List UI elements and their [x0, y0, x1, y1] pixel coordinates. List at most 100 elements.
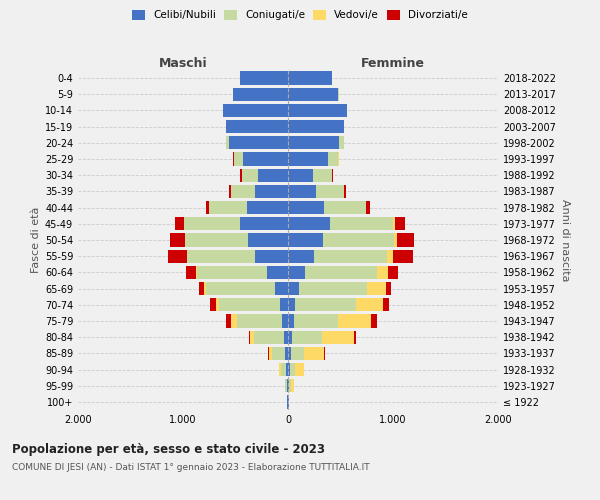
- Text: Popolazione per età, sesso e stato civile - 2023: Popolazione per età, sesso e stato civil…: [12, 442, 325, 456]
- Bar: [242, 168, 257, 182]
- Bar: [282, 314, 288, 328]
- Bar: [288, 217, 330, 230]
- Bar: [243, 152, 288, 166]
- Bar: [289, 379, 290, 392]
- Bar: [281, 363, 286, 376]
- Bar: [219, 298, 280, 312]
- Bar: [323, 234, 394, 246]
- Bar: [328, 152, 338, 166]
- Bar: [250, 330, 254, 344]
- Bar: [288, 120, 344, 134]
- Bar: [226, 136, 229, 149]
- Bar: [377, 266, 388, 279]
- Text: Femmine: Femmine: [361, 57, 425, 70]
- Bar: [215, 298, 218, 312]
- Bar: [248, 330, 250, 344]
- Bar: [288, 330, 292, 344]
- Text: Maschi: Maschi: [158, 57, 208, 70]
- Bar: [393, 217, 395, 230]
- Bar: [223, 104, 288, 117]
- Bar: [269, 346, 272, 360]
- Bar: [288, 168, 313, 182]
- Legend: Celibi/Nubili, Coniugati/e, Vedovi/e, Divorziati/e: Celibi/Nubili, Coniugati/e, Vedovi/e, Di…: [132, 10, 468, 20]
- Bar: [294, 314, 338, 328]
- Bar: [240, 217, 288, 230]
- Bar: [235, 152, 243, 166]
- Bar: [288, 282, 299, 295]
- Bar: [248, 234, 288, 246]
- Bar: [186, 266, 196, 279]
- Bar: [290, 346, 304, 360]
- Bar: [295, 363, 304, 376]
- Bar: [288, 185, 316, 198]
- Bar: [383, 298, 389, 312]
- Bar: [313, 168, 332, 182]
- Bar: [196, 266, 197, 279]
- Bar: [233, 152, 235, 166]
- Bar: [304, 346, 324, 360]
- Bar: [395, 217, 405, 230]
- Bar: [272, 346, 286, 360]
- Bar: [185, 234, 248, 246]
- Bar: [286, 379, 287, 392]
- Bar: [256, 250, 288, 263]
- Bar: [316, 185, 344, 198]
- Bar: [204, 282, 206, 295]
- Bar: [209, 201, 247, 214]
- Bar: [299, 282, 367, 295]
- Bar: [330, 217, 393, 230]
- Bar: [233, 88, 288, 101]
- Bar: [340, 136, 344, 149]
- Text: COMUNE DI JESI (AN) - Dati ISTAT 1° gennaio 2023 - Elaborazione TUTTITALIA.IT: COMUNE DI JESI (AN) - Dati ISTAT 1° genn…: [12, 462, 370, 471]
- Bar: [338, 314, 371, 328]
- Bar: [284, 330, 288, 344]
- Bar: [229, 136, 288, 149]
- Bar: [288, 136, 340, 149]
- Bar: [290, 363, 295, 376]
- Bar: [371, 314, 377, 328]
- Bar: [206, 201, 209, 214]
- Bar: [288, 104, 347, 117]
- Bar: [356, 298, 383, 312]
- Bar: [288, 379, 289, 392]
- Y-axis label: Fasce di età: Fasce di età: [31, 207, 41, 273]
- Y-axis label: Anni di nascita: Anni di nascita: [560, 198, 570, 281]
- Bar: [199, 282, 204, 295]
- Bar: [354, 330, 356, 344]
- Bar: [288, 298, 295, 312]
- Bar: [275, 282, 288, 295]
- Bar: [168, 250, 187, 263]
- Bar: [386, 282, 391, 295]
- Bar: [314, 250, 387, 263]
- Bar: [287, 379, 288, 392]
- Bar: [288, 72, 332, 85]
- Bar: [288, 152, 328, 166]
- Bar: [288, 234, 323, 246]
- Bar: [229, 185, 231, 198]
- Bar: [344, 185, 346, 198]
- Bar: [286, 363, 288, 376]
- Bar: [254, 330, 284, 344]
- Bar: [286, 346, 288, 360]
- Bar: [288, 201, 324, 214]
- Bar: [397, 234, 414, 246]
- Bar: [187, 250, 256, 263]
- Bar: [280, 298, 288, 312]
- Bar: [288, 314, 294, 328]
- Bar: [387, 250, 393, 263]
- Bar: [231, 314, 236, 328]
- Bar: [184, 217, 240, 230]
- Bar: [256, 185, 288, 198]
- Bar: [388, 266, 398, 279]
- Bar: [338, 152, 340, 166]
- Bar: [290, 379, 294, 392]
- Bar: [288, 266, 305, 279]
- Bar: [305, 266, 377, 279]
- Bar: [226, 120, 288, 134]
- Bar: [268, 346, 269, 360]
- Bar: [279, 363, 281, 376]
- Bar: [288, 346, 290, 360]
- Bar: [247, 201, 288, 214]
- Bar: [288, 363, 290, 376]
- Bar: [240, 168, 242, 182]
